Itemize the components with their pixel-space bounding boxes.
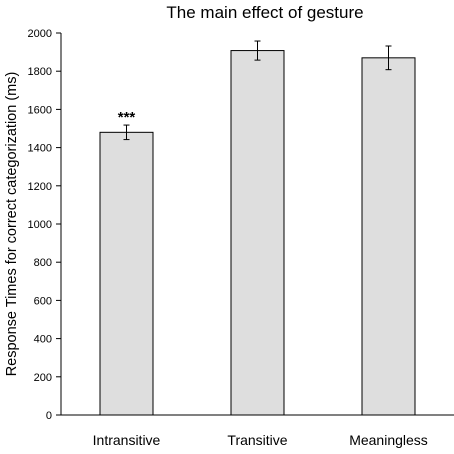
y-tick-label: 1000 (28, 219, 52, 231)
y-tick-label: 0 (46, 410, 52, 422)
y-tick-label: 1400 (28, 143, 52, 155)
bars-group: *** (99, 40, 416, 416)
significance-label: *** (118, 109, 136, 126)
chart-title: The main effect of gesture (166, 3, 363, 22)
x-axis-categories: Intransitive Transitive Meaningless (93, 432, 428, 448)
x-category-label: Meaningless (349, 432, 428, 448)
y-tick-label: 1800 (28, 66, 52, 78)
y-tick-label: 2000 (28, 28, 52, 40)
bar (99, 131, 154, 416)
y-tick-label: 200 (34, 372, 52, 384)
bar (361, 57, 416, 416)
bar (230, 50, 285, 416)
y-axis-label: Response Times for correct categorizatio… (4, 72, 20, 377)
x-category-label: Transitive (227, 432, 287, 448)
y-tick-label: 600 (34, 295, 52, 307)
axes (60, 33, 454, 416)
y-tick-label: 1200 (28, 181, 52, 193)
y-tick-label: 400 (34, 334, 52, 346)
y-axis-ticks: 0 200 400 600 800 1000 1200 1400 1600 1800 2000 (28, 28, 61, 422)
x-category-label: Intransitive (93, 432, 161, 448)
y-tick-label: 800 (34, 257, 52, 269)
y-tick-label: 1600 (28, 104, 52, 116)
